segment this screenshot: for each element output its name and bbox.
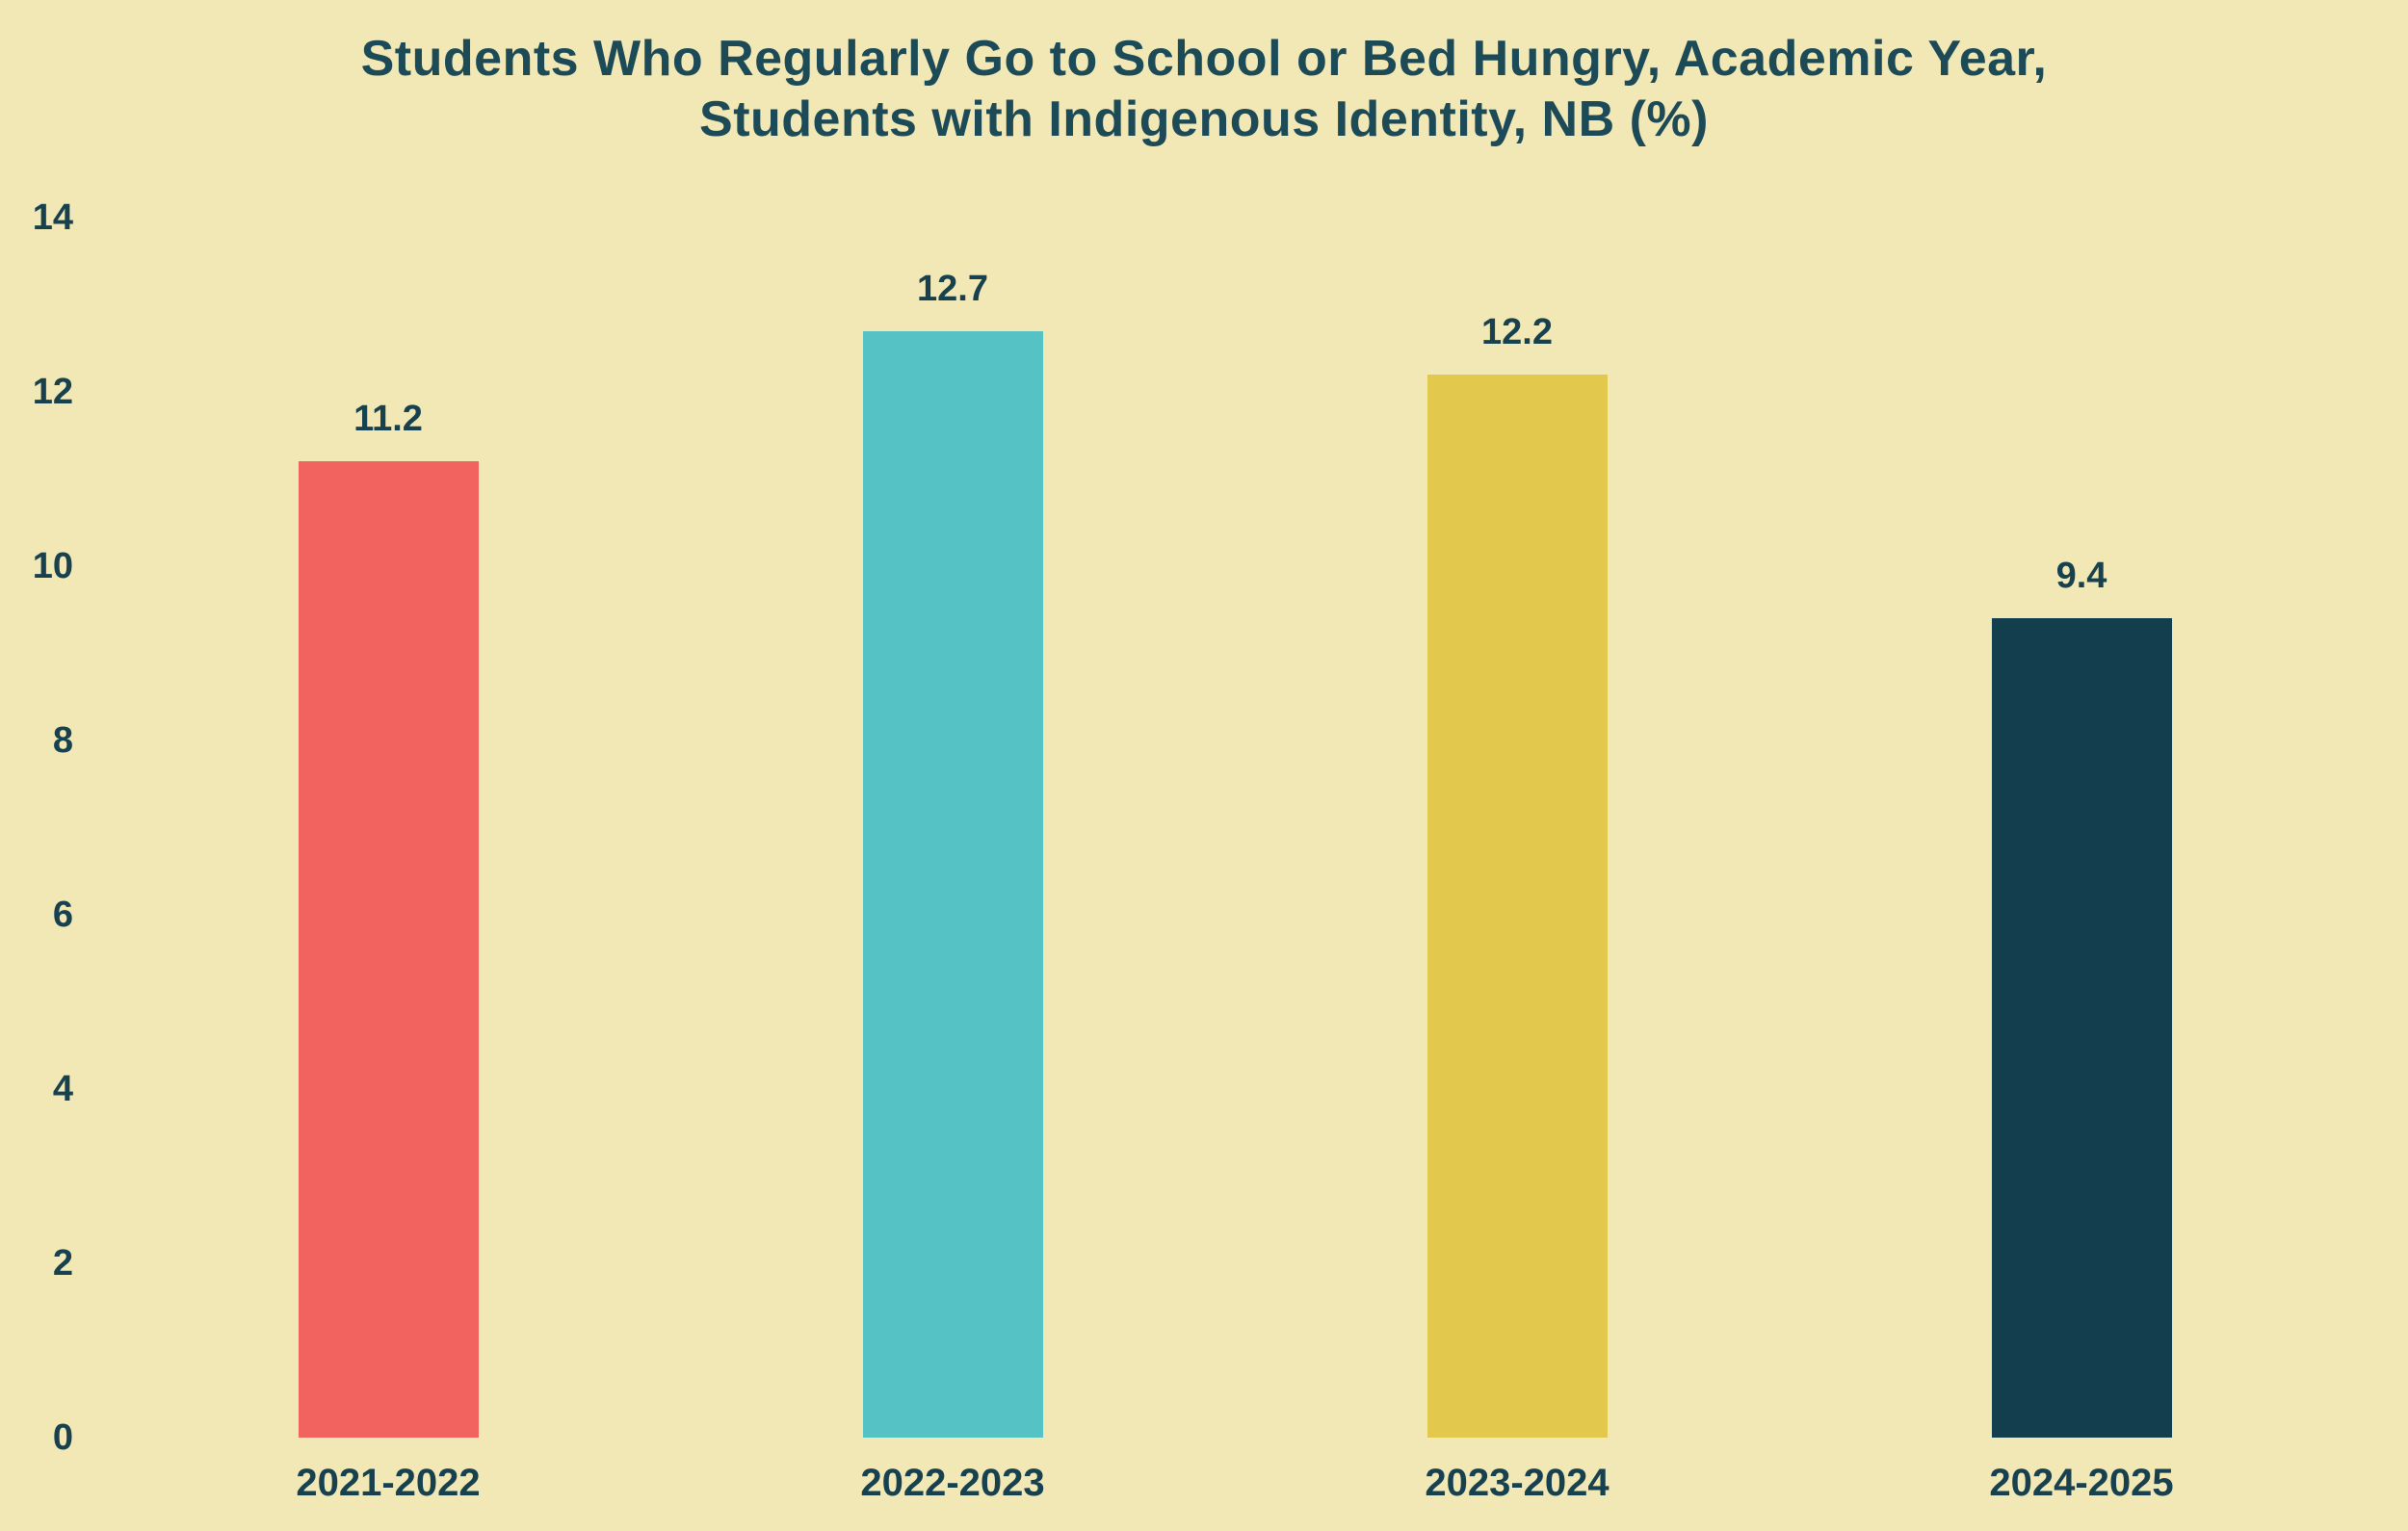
bar-2021-2022 xyxy=(298,461,479,1438)
bar-2024-2025 xyxy=(1991,618,2172,1438)
x-category-label: 2021-2022 xyxy=(296,1462,481,1504)
y-tick-label: 12 xyxy=(32,372,73,412)
x-category-label: 2022-2023 xyxy=(860,1462,1045,1504)
chart-title: Students Who Regularly Go to School or B… xyxy=(0,29,2408,150)
x-category-label: 2024-2025 xyxy=(1989,1462,2174,1504)
y-tick-label: 2 xyxy=(52,1243,73,1284)
y-tick-label: 6 xyxy=(52,895,73,935)
bar-2022-2023 xyxy=(862,330,1043,1438)
x-category-label: 2023-2024 xyxy=(1425,1462,1610,1504)
y-tick-label: 8 xyxy=(52,720,73,761)
y-tick-label: 10 xyxy=(32,546,73,586)
bar-value-label: 12.2 xyxy=(1481,311,1553,352)
bar-value-label: 12.7 xyxy=(917,268,988,309)
bar-2023-2024 xyxy=(1426,374,1608,1438)
bar-value-label: 9.4 xyxy=(2055,556,2107,597)
y-tick-label: 4 xyxy=(52,1069,73,1109)
y-tick-label: 0 xyxy=(52,1417,73,1458)
chart-title-line-2: Students with Indigenous Identity, NB (%… xyxy=(699,91,1709,147)
bar-value-label: 11.2 xyxy=(353,399,423,440)
y-tick-label: 14 xyxy=(32,197,73,238)
chart-title-line-1: Students Who Regularly Go to School or B… xyxy=(360,31,2048,87)
